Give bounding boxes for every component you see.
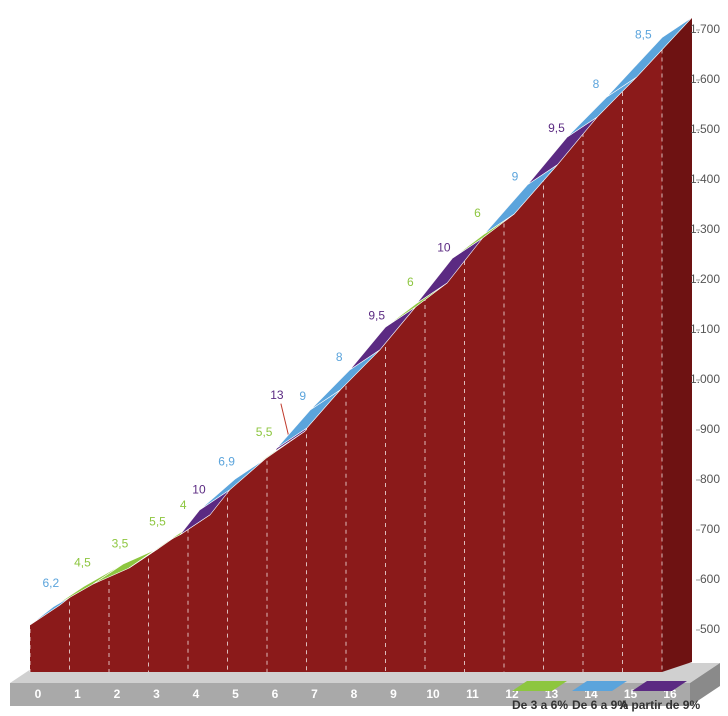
profile-side bbox=[662, 17, 692, 672]
x-tick-label: 9 bbox=[390, 687, 397, 701]
legend-swatch bbox=[572, 681, 627, 691]
x-tick-label: 5 bbox=[232, 687, 239, 701]
gradient-label: 3,5 bbox=[112, 536, 129, 550]
gradient-band bbox=[606, 17, 693, 98]
gradient-label: 4 bbox=[180, 498, 187, 512]
x-tick-label: 3 bbox=[153, 687, 160, 701]
y-tick-label: 500 bbox=[700, 622, 720, 636]
base-side bbox=[690, 663, 720, 706]
x-tick-label: 2 bbox=[114, 687, 121, 701]
y-tick-label: 600 bbox=[700, 572, 720, 586]
x-tick-label: 11 bbox=[466, 687, 479, 701]
y-tick-label: 700 bbox=[700, 522, 720, 536]
y-tick-label: 1.500 bbox=[690, 122, 720, 136]
gradient-label: 8,5 bbox=[635, 27, 652, 41]
gradient-label: 5,5 bbox=[149, 515, 166, 529]
gradient-label: 6,9 bbox=[218, 454, 235, 468]
gradient-label: 6,2 bbox=[43, 576, 60, 590]
y-tick-label: 1.100 bbox=[690, 322, 720, 336]
x-tick-label: 7 bbox=[311, 687, 318, 701]
gradient-label: 10 bbox=[437, 241, 451, 255]
legend-swatch bbox=[512, 681, 567, 691]
gradient-label: 9 bbox=[299, 389, 306, 403]
legend-label: De 3 a 6% bbox=[512, 698, 568, 712]
x-tick-label: 8 bbox=[351, 687, 358, 701]
gradient-label: 9,5 bbox=[548, 121, 565, 135]
x-tick-label: 1 bbox=[74, 687, 81, 701]
gradient-label: 8 bbox=[336, 350, 343, 364]
x-tick-label: 0 bbox=[35, 687, 42, 701]
y-tick-label: 1.000 bbox=[690, 372, 720, 386]
x-tick-label: 6 bbox=[272, 687, 279, 701]
gradient-label: 9 bbox=[512, 169, 519, 183]
legend-label: A partir de 9% bbox=[620, 698, 701, 712]
legend-label: De 6 a 9% bbox=[572, 698, 628, 712]
y-tick-label: 800 bbox=[700, 472, 720, 486]
profile-area bbox=[30, 37, 662, 672]
y-tick-label: 1.300 bbox=[690, 222, 720, 236]
gradient-label: 5,5 bbox=[256, 425, 273, 439]
gradient-label: 6 bbox=[407, 275, 414, 289]
x-tick-label: 4 bbox=[193, 687, 200, 701]
y-tick-label: 1.200 bbox=[690, 272, 720, 286]
x-tick-label: 10 bbox=[426, 687, 440, 701]
gradient-label: 4,5 bbox=[74, 555, 91, 569]
gradient-label: 9,5 bbox=[368, 309, 385, 323]
legend-swatch bbox=[632, 681, 687, 691]
gradient-label: 8 bbox=[593, 77, 600, 91]
y-tick-label: 1.600 bbox=[690, 72, 720, 86]
gradient-label: 10 bbox=[192, 482, 206, 496]
y-tick-label: 1.700 bbox=[690, 22, 720, 36]
y-tick-label: 1.400 bbox=[690, 172, 720, 186]
gradient-label: 6 bbox=[474, 206, 481, 220]
y-tick-label: 900 bbox=[700, 422, 720, 436]
gradient-label: 13 bbox=[270, 388, 284, 402]
